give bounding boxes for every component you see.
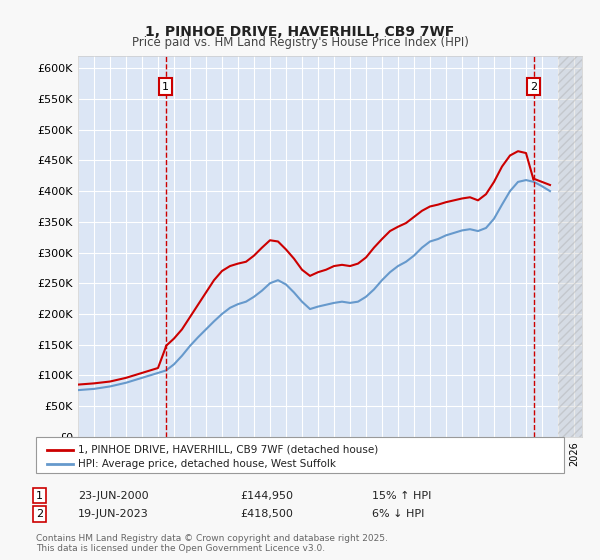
Text: 1: 1: [36, 491, 43, 501]
Text: £144,950: £144,950: [240, 491, 293, 501]
Text: 1, PINHOE DRIVE, HAVERHILL, CB9 7WF: 1, PINHOE DRIVE, HAVERHILL, CB9 7WF: [145, 25, 455, 39]
Text: HPI: Average price, detached house, West Suffolk: HPI: Average price, detached house, West…: [78, 459, 336, 469]
Text: 2: 2: [36, 509, 43, 519]
Text: 1, PINHOE DRIVE, HAVERHILL, CB9 7WF (detached house): 1, PINHOE DRIVE, HAVERHILL, CB9 7WF (det…: [78, 445, 379, 455]
Text: Price paid vs. HM Land Registry's House Price Index (HPI): Price paid vs. HM Land Registry's House …: [131, 36, 469, 49]
Text: 6% ↓ HPI: 6% ↓ HPI: [372, 509, 424, 519]
Bar: [558, 56, 582, 437]
Text: 19-JUN-2023: 19-JUN-2023: [78, 509, 149, 519]
Text: 23-JUN-2000: 23-JUN-2000: [78, 491, 149, 501]
Text: 15% ↑ HPI: 15% ↑ HPI: [372, 491, 431, 501]
FancyBboxPatch shape: [36, 437, 564, 473]
Text: 1: 1: [162, 82, 169, 92]
Text: 2: 2: [530, 82, 537, 92]
Text: £418,500: £418,500: [240, 509, 293, 519]
Text: Contains HM Land Registry data © Crown copyright and database right 2025.
This d: Contains HM Land Registry data © Crown c…: [36, 534, 388, 553]
